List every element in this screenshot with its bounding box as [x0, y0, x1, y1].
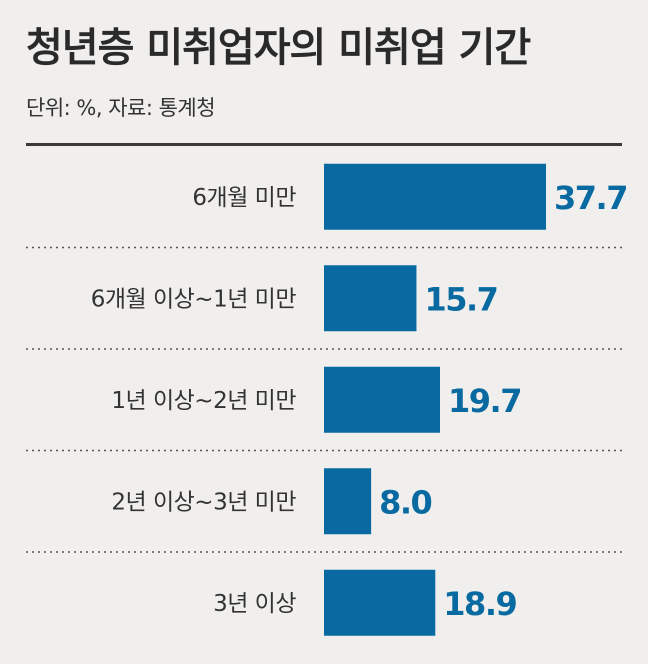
value-label: 19.7 [448, 382, 521, 420]
category-label: 3년 이상 [213, 591, 296, 617]
bar [324, 366, 441, 433]
chart-subtitle: 단위: %, 자료: 통계청 [26, 96, 216, 120]
category-label: 1년 이상~2년 미만 [111, 388, 296, 414]
category-label: 6개월 이상~1년 미만 [91, 286, 297, 312]
bar [324, 569, 436, 636]
bar [324, 163, 546, 230]
bar [324, 468, 372, 535]
category-label: 6개월 미만 [192, 185, 296, 211]
category-label: 2년 이상~3년 미만 [111, 489, 296, 515]
chart-title: 청년층 미취업자의 미취업 기간 [26, 25, 531, 71]
value-label: 37.7 [554, 179, 627, 217]
value-label: 18.9 [443, 585, 516, 623]
value-label: 8.0 [379, 483, 431, 521]
bar [324, 265, 417, 332]
value-label: 15.7 [424, 280, 497, 318]
title-divider [26, 143, 622, 146]
